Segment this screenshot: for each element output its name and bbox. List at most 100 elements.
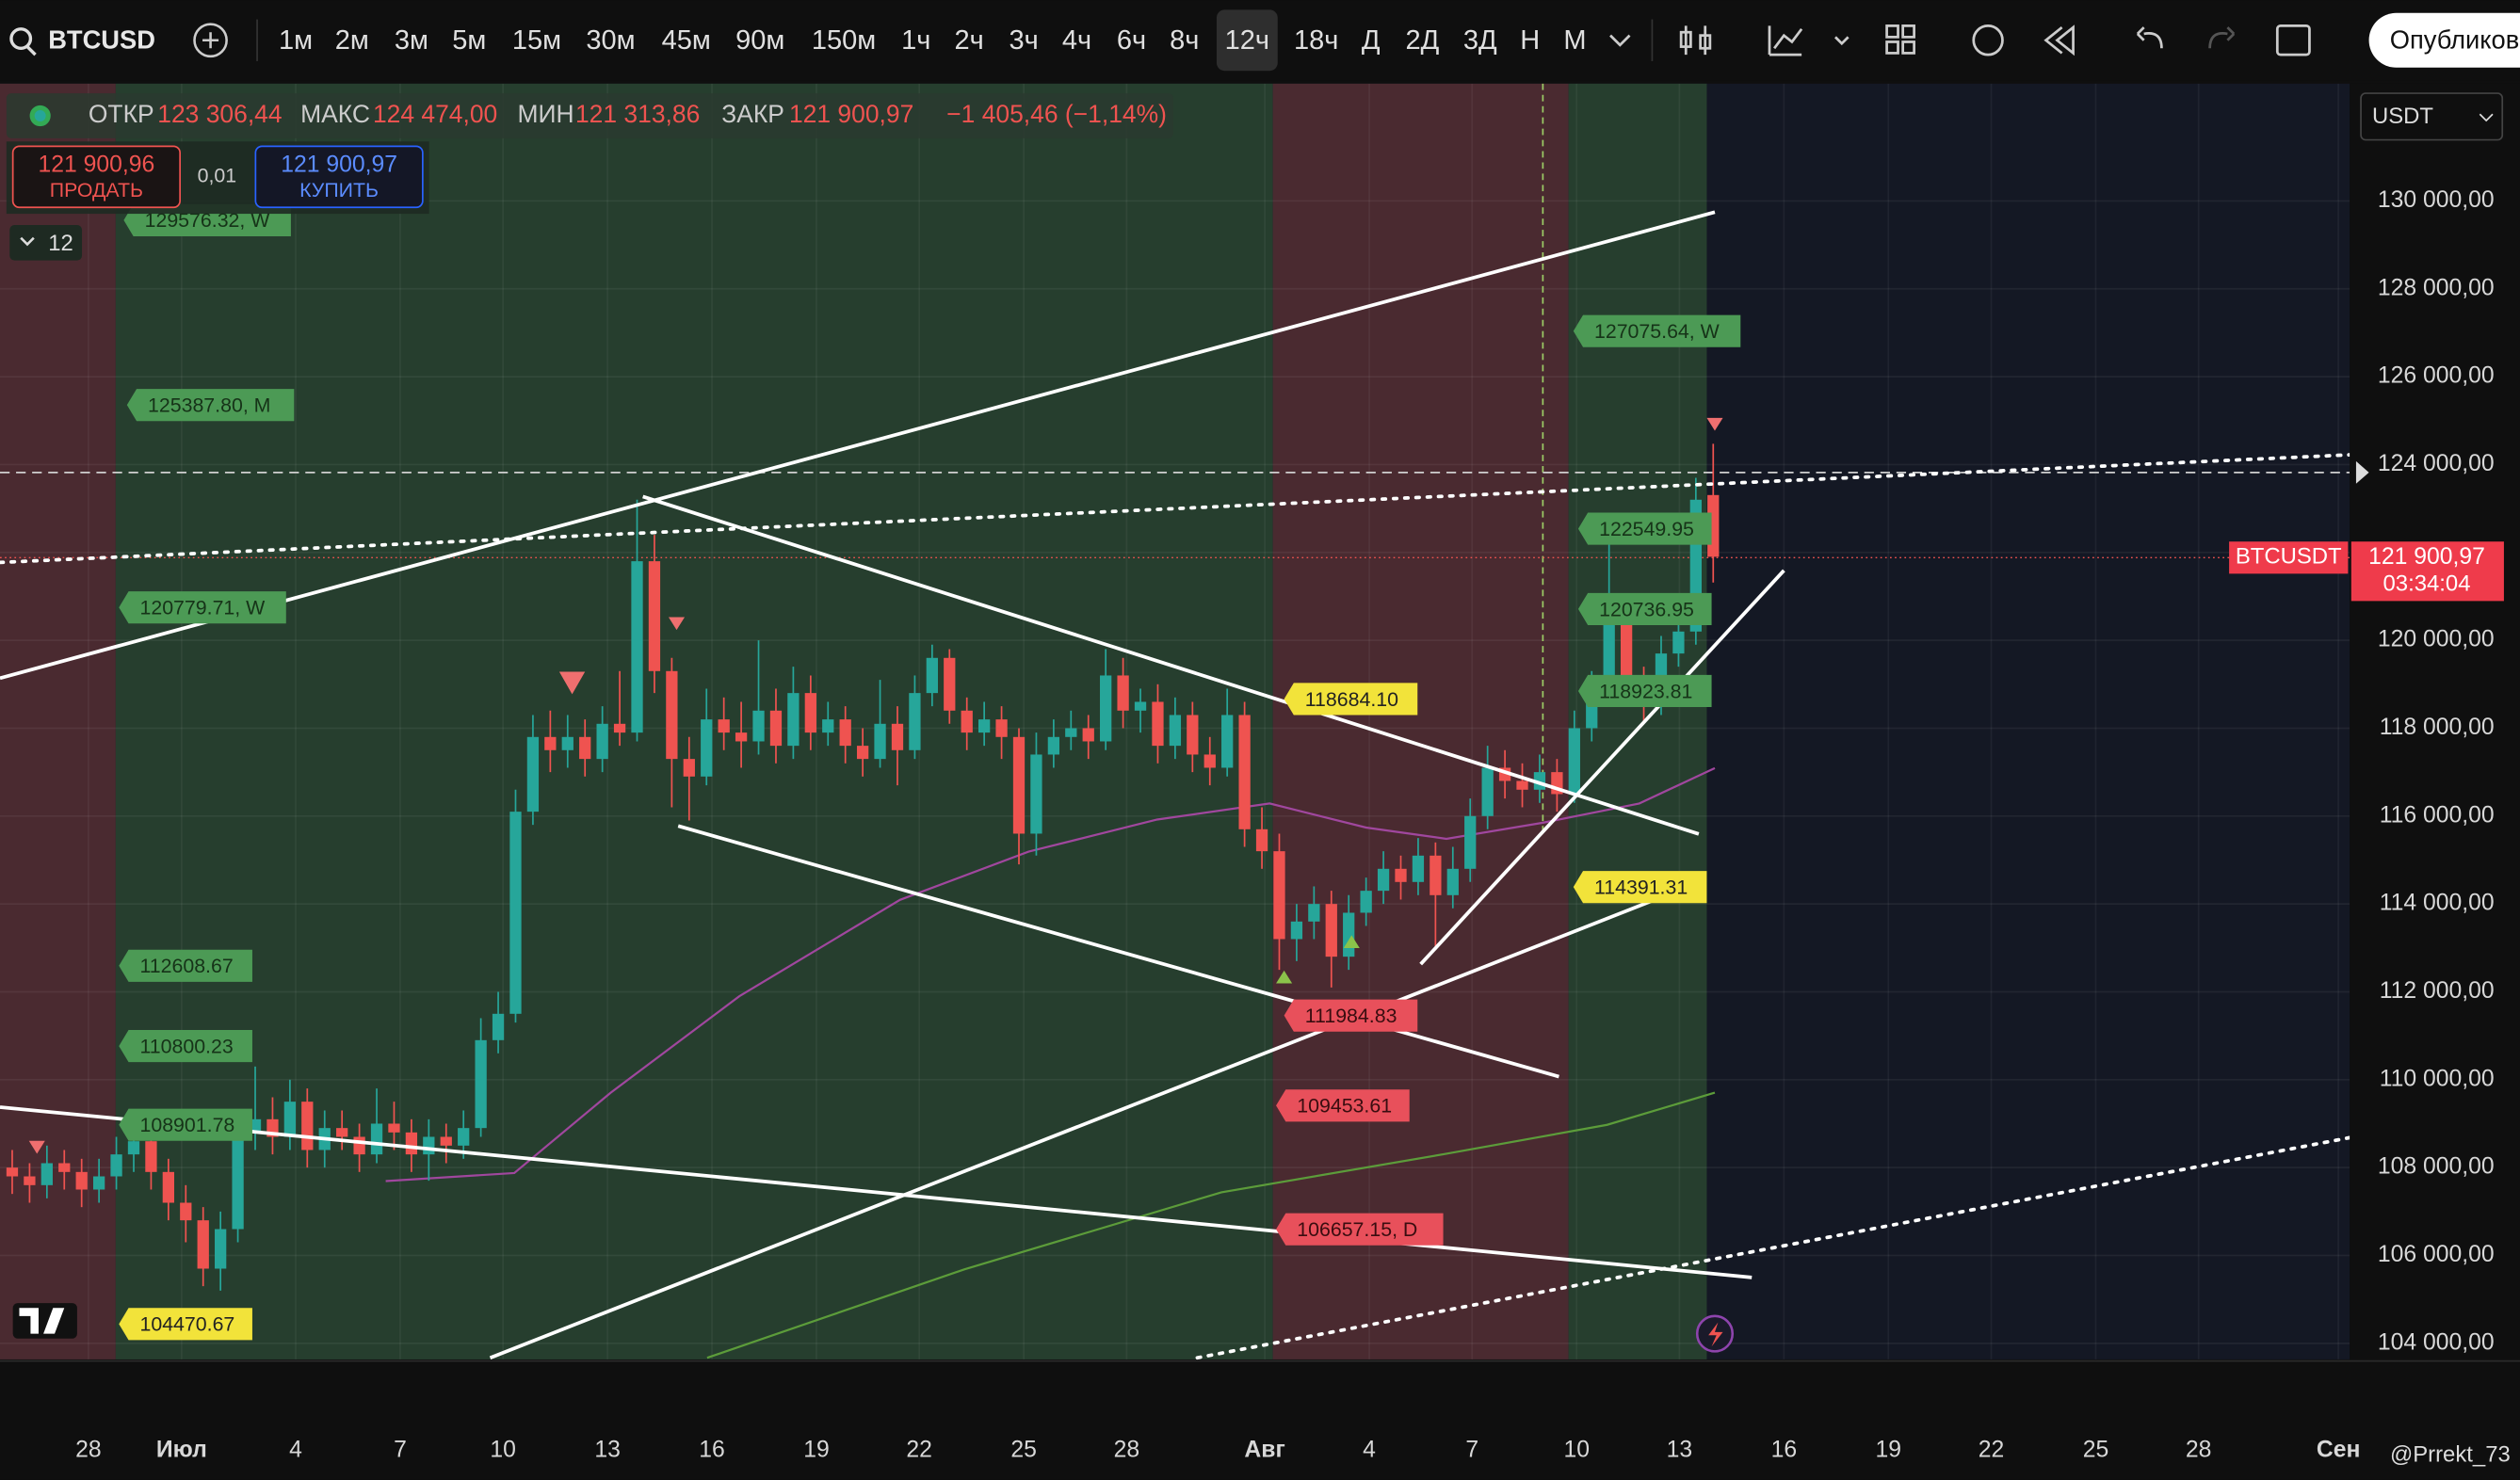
timeframe[interactable]: Н — [1520, 25, 1540, 56]
level-tag — [126, 389, 295, 422]
level-label: 109453.61 — [1297, 1095, 1392, 1118]
level-tag — [119, 1030, 252, 1063]
timeframe[interactable]: 2ч — [954, 25, 983, 56]
candle-body — [1082, 728, 1094, 742]
candle-body — [1169, 715, 1182, 747]
level-tag — [1577, 674, 1712, 708]
candle-body — [787, 693, 800, 747]
x-tick-label: 25 — [1010, 1438, 1037, 1463]
candle-body — [336, 1128, 348, 1137]
x-tick-label: 22 — [906, 1438, 932, 1463]
status-dot — [29, 105, 51, 127]
timeframe[interactable]: 1м — [279, 25, 313, 56]
candle-body — [1290, 921, 1303, 940]
candle-body — [561, 736, 573, 750]
timeframe[interactable]: 3Д — [1463, 25, 1497, 56]
x-tick-label: Авг — [1244, 1438, 1284, 1463]
indicators-toggle[interactable] — [9, 225, 83, 261]
redo-icon[interactable] — [2208, 26, 2236, 49]
timeframe[interactable]: 15м — [512, 25, 561, 56]
timeframe[interactable]: 1ч — [901, 25, 930, 56]
legend-item: 121 313,86 — [575, 100, 700, 128]
x-tick-label: 19 — [1876, 1438, 1902, 1463]
candle-body — [769, 710, 783, 747]
candle-body — [839, 719, 851, 747]
x-tick-label: 28 — [2186, 1438, 2212, 1463]
candle-body — [1446, 868, 1459, 895]
indicators-count: 12 — [48, 231, 73, 256]
candle-body — [544, 736, 557, 750]
candles-icon[interactable] — [1684, 25, 1707, 56]
y-tick-label: 106 000,00 — [2378, 1242, 2495, 1267]
add-button[interactable] — [193, 23, 228, 58]
level-label: 120779.71, W — [139, 597, 266, 619]
dropdown-icon[interactable] — [1609, 34, 1631, 47]
candle-body — [423, 1136, 435, 1155]
candle-body — [92, 1176, 105, 1190]
candle-body — [1255, 828, 1268, 852]
search-icon[interactable] — [9, 27, 33, 51]
signal — [1276, 970, 1293, 984]
timeframe[interactable]: 12ч — [1225, 25, 1269, 56]
level-tag — [1577, 512, 1712, 545]
candle-body — [1464, 815, 1477, 869]
legend-item: 124 474,00 — [373, 100, 497, 128]
candle-body — [1030, 754, 1042, 834]
candle-body — [215, 1229, 227, 1269]
level-tag — [119, 1108, 252, 1141]
signal — [1706, 417, 1723, 431]
legend-item: 121 900,97 — [789, 100, 913, 128]
timeframe[interactable]: 6ч — [1117, 25, 1146, 56]
candle-body — [1187, 715, 1199, 755]
timeframe[interactable]: М — [1563, 25, 1586, 56]
candle-body — [613, 723, 626, 733]
x-tick-label: 28 — [75, 1438, 102, 1463]
level-tag — [1573, 314, 1741, 347]
layout-icon[interactable] — [1885, 24, 1899, 39]
candle-body — [648, 561, 661, 671]
timeframe[interactable]: 8ч — [1170, 25, 1199, 56]
signals — [28, 417, 1723, 1154]
timeframe[interactable]: 5м — [452, 25, 486, 56]
price-tag — [2350, 541, 2504, 602]
symbol[interactable]: BTCUSD — [48, 25, 155, 55]
dropdown-icon[interactable] — [1834, 36, 1850, 46]
alert-icon[interactable] — [1972, 24, 2004, 56]
timeframe[interactable]: 18ч — [1294, 25, 1338, 56]
legend-item: МАКС — [300, 100, 370, 128]
legend: ОТКР 123 306,44 МАКС 124 474,00 МИН 121 313,8… — [89, 100, 1167, 128]
fullscreen-icon[interactable] — [2275, 24, 2311, 56]
publish-button[interactable] — [2368, 12, 2520, 68]
timeframe[interactable]: Д — [1362, 25, 1381, 56]
timeframe[interactable]: 30м — [586, 25, 635, 56]
timeframe[interactable]: 150м — [812, 25, 876, 56]
timeframe[interactable]: 4ч — [1062, 25, 1091, 56]
candle-body — [440, 1136, 452, 1146]
timeframe[interactable]: 2Д — [1405, 25, 1439, 56]
candle-body — [926, 657, 938, 694]
timeframe[interactable]: 3ч — [1010, 25, 1039, 56]
timeframe[interactable]: 2м — [335, 25, 369, 56]
replay-icon[interactable] — [2043, 24, 2075, 56]
indicators-icon[interactable] — [1768, 25, 1803, 56]
timeframe[interactable]: 3м — [395, 25, 428, 56]
last-price: 121 900,97 — [2368, 544, 2485, 570]
y-tick-label: 116 000,00 — [2380, 802, 2495, 828]
search-icon — [25, 45, 37, 56]
candle-body — [127, 1141, 140, 1155]
chevron — [2479, 113, 2494, 122]
timeframe[interactable]: 90м — [735, 25, 784, 56]
sell-button[interactable] — [11, 145, 181, 209]
legend-item: 123 306,44 — [157, 100, 282, 128]
timeframes: 1м 2м 3м 5м 15м 30м 45м 90м 150м 1ч 2ч 3ч 4ч 6ч 8ч 12ч 1… — [279, 9, 1587, 72]
candle-body — [75, 1171, 88, 1190]
candle-body — [353, 1136, 365, 1155]
timeframe[interactable]: 45м — [662, 25, 711, 56]
buy-button[interactable] — [254, 145, 424, 209]
toolbar-icons — [1609, 24, 2311, 56]
undo-icon[interactable] — [2136, 26, 2163, 49]
currency-select[interactable] — [2360, 92, 2504, 141]
level-label: 114391.31 — [1594, 877, 1688, 899]
trendline — [489, 878, 1704, 1359]
candle-body — [180, 1202, 192, 1221]
